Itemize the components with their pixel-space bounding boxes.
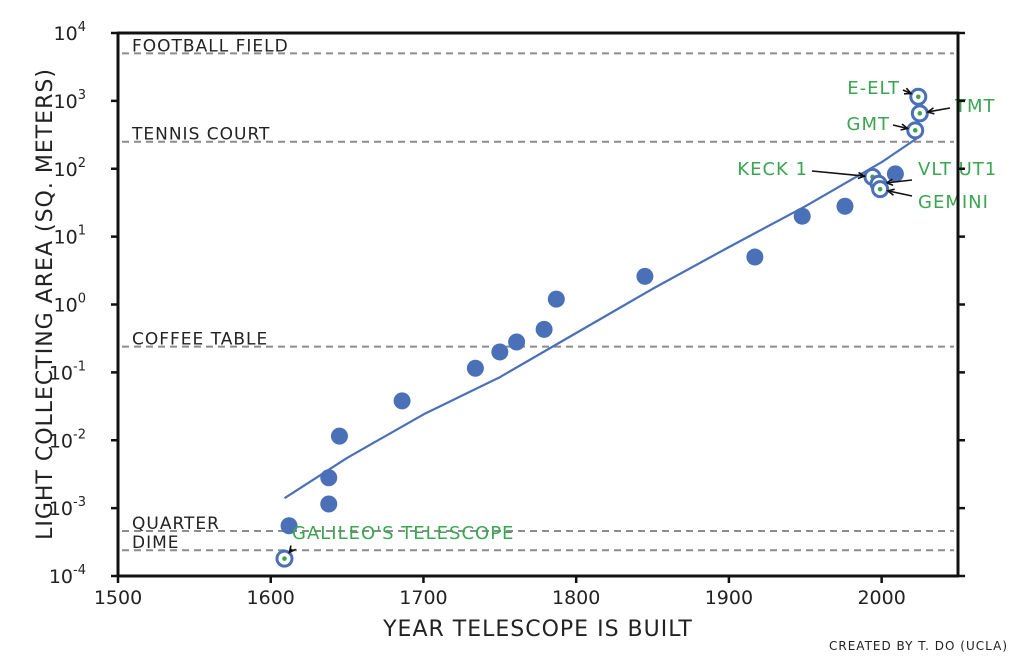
- data-points: [280, 165, 904, 535]
- y-tick-label: 10-2: [49, 427, 86, 452]
- data-point: [535, 320, 553, 338]
- y-tick-base: 10: [49, 430, 73, 452]
- annotation-label: GALILEO'S TELESCOPE: [292, 523, 514, 544]
- data-point: [320, 469, 338, 487]
- axis-ticks: 1500 1600 1700 1800 1900 200010-410-310-210-1…: [49, 20, 965, 609]
- annotated-point-center: [912, 128, 918, 133]
- y-tick-label: 103: [54, 88, 86, 113]
- data-point: [636, 267, 654, 285]
- credit-text: CREATED BY T. DO (UCLA): [829, 639, 1008, 653]
- data-point: [508, 333, 526, 351]
- x-tick-label: 1700: [399, 587, 447, 609]
- annotation-arrowhead: [903, 87, 913, 95]
- reference-label: FOOTBALL FIELD: [132, 36, 289, 56]
- x-tick-label: 1600: [247, 587, 295, 609]
- y-tick-exponent: 2: [78, 156, 86, 171]
- y-tick-exponent: 4: [78, 20, 86, 35]
- annotation-arrow: [811, 170, 865, 177]
- data-point: [746, 248, 764, 266]
- data-point: [280, 517, 298, 535]
- annotation-arrowhead: [288, 545, 297, 554]
- y-tick-base: 10: [54, 227, 78, 249]
- y-tick-label: 100: [54, 292, 86, 317]
- x-tick-label: 2000: [857, 587, 905, 609]
- y-tick-base: 10: [54, 159, 78, 181]
- annotation-label: GEMINI: [918, 192, 989, 213]
- y-tick-exponent: 1: [78, 224, 86, 239]
- y-axis-label: LIGHT COLLECTING AREA (SQ. METERS): [33, 68, 58, 540]
- annotated-point-center: [877, 186, 883, 192]
- x-tick-label: 1900: [705, 587, 753, 609]
- annotation-arrowhead: [886, 188, 895, 196]
- x-tick-label: 1500: [94, 587, 142, 609]
- trend-line: [283, 135, 921, 500]
- annotation-arrow: [887, 190, 913, 197]
- data-point: [330, 427, 348, 445]
- annotation-label: GMT: [847, 114, 890, 135]
- y-tick-base: 10: [54, 295, 78, 317]
- annotation-label: KECK 1: [737, 159, 808, 180]
- annotation-arrowhead: [900, 123, 910, 131]
- annotated-point-center: [915, 94, 921, 100]
- annotation-arrowhead: [857, 171, 867, 180]
- annotated-point-center: [917, 111, 923, 116]
- data-point: [491, 343, 509, 361]
- annotation-arrowhead: [925, 107, 935, 115]
- reference-label: DIME: [132, 533, 180, 553]
- y-tick-exponent: -1: [73, 359, 86, 374]
- reference-label: TENNIS COURT: [131, 125, 270, 145]
- y-tick-exponent: 3: [78, 88, 86, 103]
- annotation-arrow: [892, 124, 908, 130]
- y-tick-exponent: -3: [73, 495, 86, 510]
- y-tick-base: 10: [54, 23, 78, 45]
- annotation-arrow: [886, 179, 913, 184]
- annotated-point-center: [282, 556, 287, 561]
- y-tick-exponent: -2: [73, 427, 86, 442]
- reference-label: COFFEE TABLE: [132, 330, 268, 350]
- y-tick-label: 10-3: [49, 495, 86, 520]
- y-tick-exponent: -4: [73, 563, 86, 578]
- annotation-arrow: [927, 107, 951, 113]
- data-point: [793, 207, 811, 225]
- y-tick-label: 10-1: [49, 359, 86, 384]
- reference-label: QUARTER: [132, 514, 220, 534]
- y-tick-label: 104: [54, 20, 86, 45]
- y-tick-label: 102: [54, 156, 86, 181]
- data-point: [886, 165, 904, 183]
- plot-frame: [116, 31, 960, 578]
- y-tick-base: 10: [49, 362, 73, 384]
- x-axis-label: YEAR TELESCOPE IS BUILT: [382, 617, 693, 642]
- data-point: [466, 359, 484, 377]
- data-point: [320, 495, 338, 513]
- y-tick-base: 10: [49, 498, 73, 520]
- data-point: [547, 290, 565, 308]
- data-point: [836, 197, 854, 215]
- trend-line-layer: [283, 135, 921, 500]
- y-tick-exponent: 0: [78, 292, 86, 307]
- y-tick-base: 10: [49, 566, 73, 588]
- y-tick-label: 101: [54, 224, 86, 249]
- y-tick-label: 10-4: [49, 563, 86, 588]
- annotation-label: E-ELT: [847, 78, 900, 99]
- reference-lines: FOOTBALL FIELD TENNIS COURT COFFEE TABLE QU…: [122, 36, 954, 553]
- annotation-label: TMT: [954, 96, 996, 117]
- y-tick-base: 10: [54, 91, 78, 113]
- x-tick-label: 1800: [552, 587, 600, 609]
- data-point: [393, 392, 411, 410]
